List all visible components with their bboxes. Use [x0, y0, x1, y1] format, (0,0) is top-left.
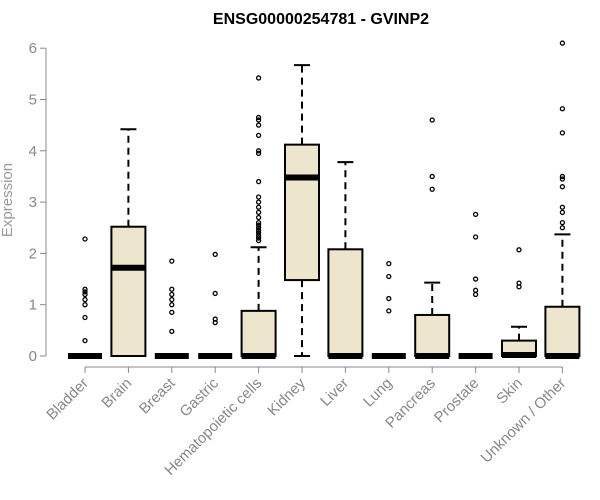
outlier-point — [559, 130, 566, 136]
y-tick-label: 1 — [29, 297, 37, 314]
outlier-point — [559, 219, 566, 226]
outlier-point — [429, 186, 435, 192]
x-tick-label: Brain — [98, 375, 135, 412]
outlier-point — [559, 184, 566, 190]
outlier-point — [255, 114, 262, 121]
outlier-point — [386, 308, 392, 314]
outlier-point — [169, 258, 175, 264]
chart-title: ENSG00000254781 - GVINP2 — [213, 11, 429, 28]
outlier-point — [559, 225, 566, 231]
y-tick-label: 2 — [29, 245, 37, 262]
x-tick-label: Breast — [136, 374, 179, 417]
outlier-point — [559, 40, 566, 46]
outlier-point — [429, 117, 435, 123]
box — [240, 309, 277, 357]
outlier-point — [255, 117, 262, 123]
outlier-point — [472, 211, 479, 218]
outlier-point — [82, 314, 88, 321]
outlier-point — [255, 222, 262, 228]
box — [284, 143, 320, 282]
outlier-point — [472, 234, 479, 240]
outlier-point — [169, 328, 175, 335]
boxes — [68, 40, 581, 359]
outlier-point — [212, 290, 218, 297]
outlier-point — [255, 219, 262, 226]
outlier-point — [255, 150, 262, 157]
outlier-point — [255, 75, 262, 81]
y-tick-label: 4 — [29, 143, 37, 160]
outlier-point — [255, 237, 262, 244]
outlier-point — [472, 287, 479, 293]
outlier-point — [82, 337, 88, 344]
outlier-point — [559, 204, 566, 210]
x-tick-label: Lung — [360, 375, 396, 411]
outlier-point — [255, 225, 262, 231]
y-tick-label: 3 — [29, 194, 37, 211]
outlier-point — [255, 178, 262, 185]
outlier-point — [559, 106, 566, 112]
outlier-point — [386, 273, 392, 280]
outlier-point — [516, 247, 522, 253]
outlier-point — [386, 261, 392, 267]
x-tick-label: Prostate — [431, 375, 483, 427]
box — [327, 248, 364, 358]
outlier-point — [559, 173, 566, 180]
y-axis-label: Expression — [0, 163, 16, 237]
axes: 0 1 2 3 4 5 6 — [29, 40, 563, 373]
outlier-point — [169, 286, 175, 292]
outlier-point — [82, 291, 88, 298]
outlier-point — [212, 316, 218, 322]
outlier-point — [82, 236, 88, 242]
y-tick-label: 0 — [29, 348, 37, 365]
outlier-point — [429, 173, 435, 180]
outlier-point — [169, 309, 175, 316]
box — [414, 313, 451, 357]
outlier-point — [255, 214, 262, 221]
outlier-point — [516, 280, 522, 286]
outlier-point — [82, 286, 88, 292]
y-tick-label: 5 — [29, 92, 37, 109]
outlier-point — [255, 148, 262, 154]
outlier-point — [472, 276, 479, 282]
box — [110, 225, 147, 357]
x-tick-label: Skin — [493, 375, 526, 408]
x-tick-label: Kidney — [264, 374, 309, 419]
outlier-point — [559, 209, 566, 216]
outlier-point — [386, 295, 392, 302]
outlier-point — [82, 289, 88, 295]
outlier-point — [559, 176, 566, 182]
box — [544, 305, 581, 358]
outlier-point — [82, 302, 88, 308]
x-tick-label: Bladder — [43, 375, 92, 424]
outlier-point — [255, 232, 262, 239]
outlier-point — [169, 296, 175, 303]
outlier-point — [255, 235, 262, 241]
x-tick-label: Liver — [317, 375, 352, 410]
outlier-point — [212, 251, 218, 258]
outlier-point — [255, 132, 262, 139]
outlier-point — [255, 209, 262, 216]
outlier-point — [255, 194, 262, 200]
outlier-point — [255, 227, 262, 233]
outlier-point — [169, 291, 175, 298]
outlier-point — [82, 296, 88, 303]
outlier-point — [255, 204, 262, 210]
outlier-point — [255, 230, 262, 236]
outlier-point — [472, 291, 479, 298]
outlier-point — [255, 122, 262, 128]
outlier-point — [169, 302, 175, 308]
y-tick-label: 6 — [29, 40, 37, 57]
outlier-point — [255, 199, 262, 205]
